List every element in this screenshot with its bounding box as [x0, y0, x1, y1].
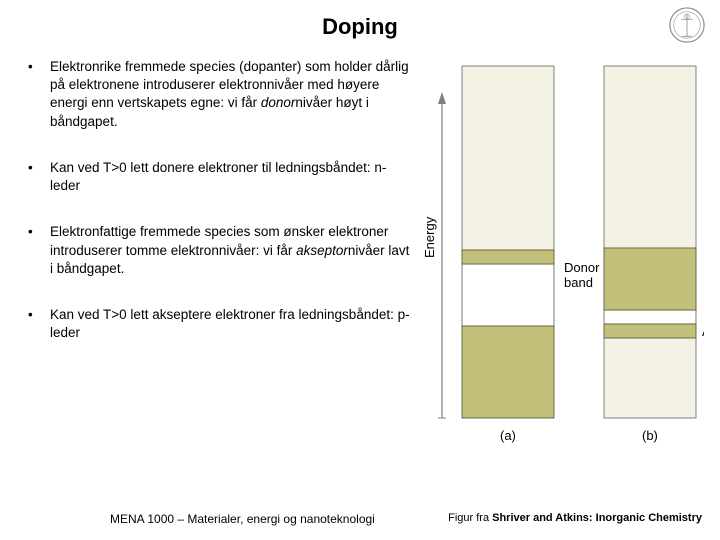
svg-text:Energy: Energy [424, 216, 437, 258]
svg-text:Donor: Donor [564, 260, 600, 275]
list-item: • Kan ved T>0 lett donere elektroner til… [28, 159, 412, 195]
footer-course: MENA 1000 – Materialer, energi og nanote… [110, 512, 375, 526]
page-title: Doping [0, 0, 720, 48]
svg-text:band: band [564, 275, 593, 290]
svg-text:(b): (b) [642, 428, 658, 443]
footer-citation: Figur fra Shriver and Atkins: Inorganic … [448, 512, 702, 526]
bullet-list: • Elektronrike fremmede species (dopante… [28, 58, 424, 458]
list-item: • Kan ved T>0 lett akseptere elektroner … [28, 306, 412, 342]
list-item: • Elektronfattige fremmede species som ø… [28, 223, 412, 278]
svg-text:Acceptor band: Acceptor band [702, 324, 704, 339]
content-area: • Elektronrike fremmede species (dopante… [0, 48, 720, 458]
svg-text:(a): (a) [500, 428, 516, 443]
list-item: • Elektronrike fremmede species (dopante… [28, 58, 412, 131]
institution-logo [668, 6, 706, 44]
band-diagram: Energy Donorband Acceptor band (a) (b) [424, 58, 704, 458]
footer: MENA 1000 – Materialer, energi og nanote… [0, 512, 720, 526]
